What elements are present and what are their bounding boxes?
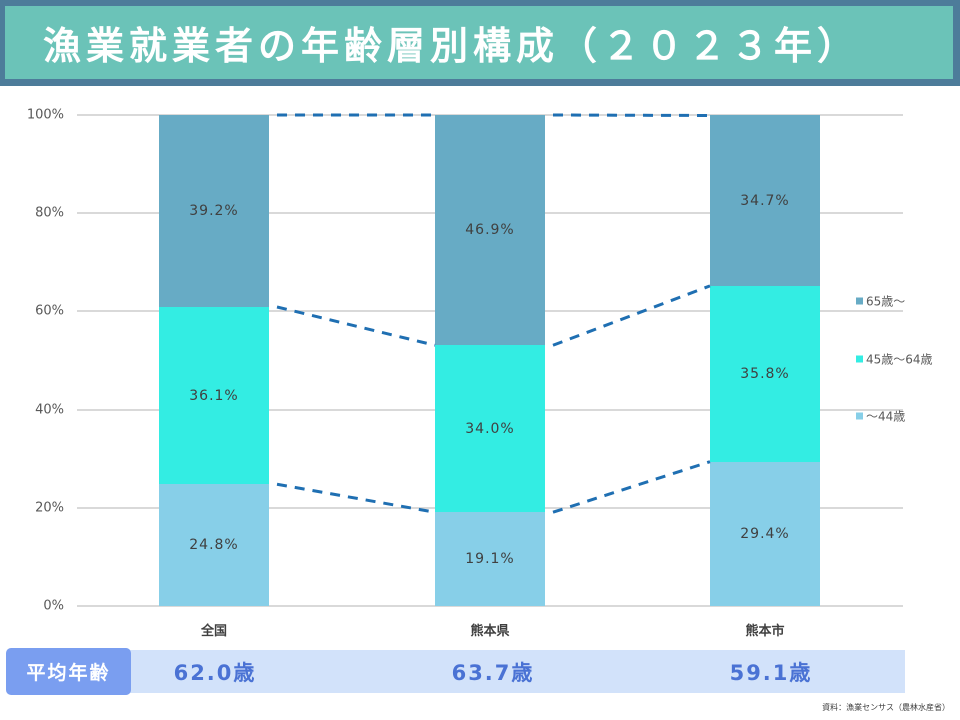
y-tick-label: 0% [43,598,64,614]
legend-label: 45歳～64歳 [866,352,933,367]
average-age-row [130,650,905,693]
bar-2: 29.4% 35.8% 34.7% [710,90,820,640]
y-tick-label: 60% [35,303,64,319]
data-label: 34.0% [465,420,515,437]
data-label: 24.8% [189,537,239,554]
legend-label: 65歳～ [866,294,906,309]
data-label: 46.9% [465,222,515,239]
x-axis-label: 全国 [200,624,227,639]
legend-swatch-icon [856,355,863,363]
title-bar: 漁業就業者の年齢層別構成（２０２３年） [0,0,960,86]
data-label: 35.8% [740,365,790,382]
data-label: 34.7% [740,192,790,209]
bar-1: 19.1% 34.0% 46.9% [435,90,545,640]
x-axis-label: 熊本市 [745,624,785,639]
page-title: 漁業就業者の年齢層別構成（２０２３年） [43,24,861,68]
y-tick-label: 100% [26,107,64,123]
bar-segment: 39.2% [159,115,269,307]
bar-segment: 36.1% [159,306,269,485]
legend-swatch-icon [856,297,863,305]
stacked-bar-chart: 0% 20% 40% 60% 80% 100% 24.8% 36.1% 39.2% 全国 19.1%… [0,90,960,640]
legend-swatch-icon [856,412,863,420]
legend-item: 45歳～64歳 [856,351,933,368]
data-label: 19.1% [465,551,515,568]
bar-segment: 19.1% [435,512,545,606]
y-tick-label: 40% [35,402,64,418]
legend-item: ～44歳 [856,408,905,425]
bar-segment: 34.7% [710,115,820,286]
average-age-kumamoto-city: 59.1歳 [729,660,813,685]
source-note: 資料：漁業センサス（農林水産省） [822,703,950,712]
bar-segment: 29.4% [710,461,820,606]
bar-segment: 24.8% [159,484,269,606]
data-label: 39.2% [189,202,239,219]
average-age-label: 平均年齢 [6,648,131,695]
bar-segment: 35.8% [710,285,820,462]
y-tick-label: 20% [35,500,64,516]
average-age-kumamoto-pref: 63.7歳 [451,660,535,685]
bar-0: 24.8% 36.1% 39.2% [159,90,269,640]
legend-item: 65歳～ [856,293,905,310]
data-label: 36.1% [189,387,239,404]
title-panel: 漁業就業者の年齢層別構成（２０２３年） [5,6,953,79]
y-tick-label: 80% [35,205,64,221]
gridline [77,605,903,607]
bar-segment: 46.9% [435,115,545,346]
x-axis-label: 熊本県 [470,624,510,639]
average-age-zenkoku: 62.0歳 [173,660,257,685]
legend-label: ～44歳 [866,409,906,424]
connector-lines [276,113,711,514]
bar-segment: 34.0% [435,345,545,513]
data-label: 29.4% [740,525,790,542]
